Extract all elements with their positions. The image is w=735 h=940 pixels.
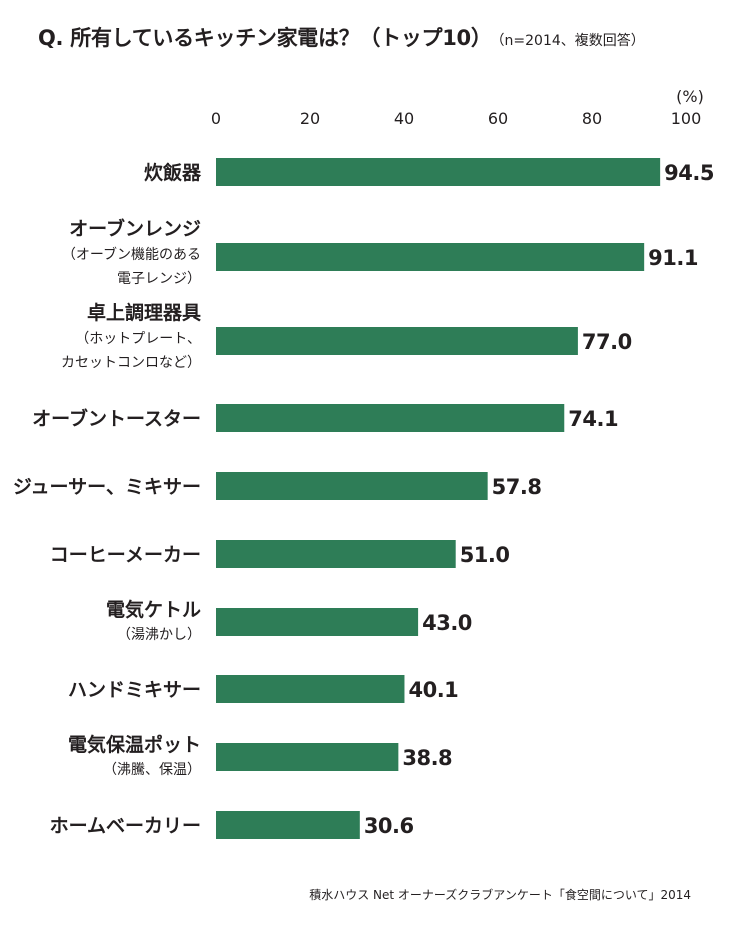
category-label: ジューサー、ミキサー [13,476,201,498]
category-label: 電気ケトル [106,598,201,621]
category-sublabel: 電子レンジ） [117,271,201,287]
x-tick-label: 60 [488,109,508,128]
bar [216,327,578,355]
category-label: ハンドミキサー [68,679,201,701]
value-label: 40.1 [408,678,458,702]
bar [216,540,456,568]
category-sublabel: （湯沸かし） [117,626,201,643]
x-tick-label: 80 [582,109,602,128]
value-label: 77.0 [582,330,632,354]
bar [216,158,661,186]
value-label: 51.0 [460,543,510,567]
bar [216,404,565,432]
category-label: 卓上調理器具 [87,301,201,324]
bar [216,811,360,839]
value-label: 94.5 [664,161,714,185]
category-label: 電気保温ポット [68,733,201,756]
value-label: 91.1 [648,246,698,270]
category-sublabel: （ホットプレート、 [75,331,201,347]
chart-title-note: （n=2014、複数回答） [497,33,645,49]
category-sublabel: カセットコンロなど） [61,355,201,371]
value-label: 57.8 [492,475,542,499]
category-label: ホームベーカリー [50,815,201,837]
chart-title-row: Q. 所有しているキッチン家電は？（トップ10） （n=2014、複数回答） [38,22,645,52]
category-label: 炊飯器 [144,161,202,184]
chart-title: Q. 所有しているキッチン家電は？（トップ10） [38,26,492,50]
value-label: 43.0 [422,611,472,635]
category-sublabel: （オーブン機能のある [62,246,201,263]
x-tick-label: 40 [394,109,414,128]
x-tick-label: 100 [671,109,702,128]
source-note: 積水ハウス Net オーナーズクラブアンケート「食空間について」2014 [309,888,691,902]
bar [216,243,645,271]
category-label: オーブントースター [32,407,201,430]
value-label: 74.1 [568,407,618,431]
category-label: オーブンレンジ [69,217,201,240]
unit-label: (%) [676,87,704,106]
value-label: 38.8 [402,746,452,770]
bar [216,472,488,500]
bar-chart: (%) 0 20 40 60 80 100 94.5 炊飯器 91.1 オーブンレンジ （オーブン… [13,87,714,839]
x-tick-label: 20 [300,109,320,128]
x-axis-ticks: 0 20 40 60 80 100 [211,109,701,128]
category-sublabel: （沸騰、保温） [103,761,201,778]
bar [216,743,399,771]
category-label: コーヒーメーカー [50,544,201,566]
x-tick-label: 0 [211,109,221,128]
bar [216,675,405,703]
value-label: 30.6 [364,814,414,838]
bar [216,608,419,636]
